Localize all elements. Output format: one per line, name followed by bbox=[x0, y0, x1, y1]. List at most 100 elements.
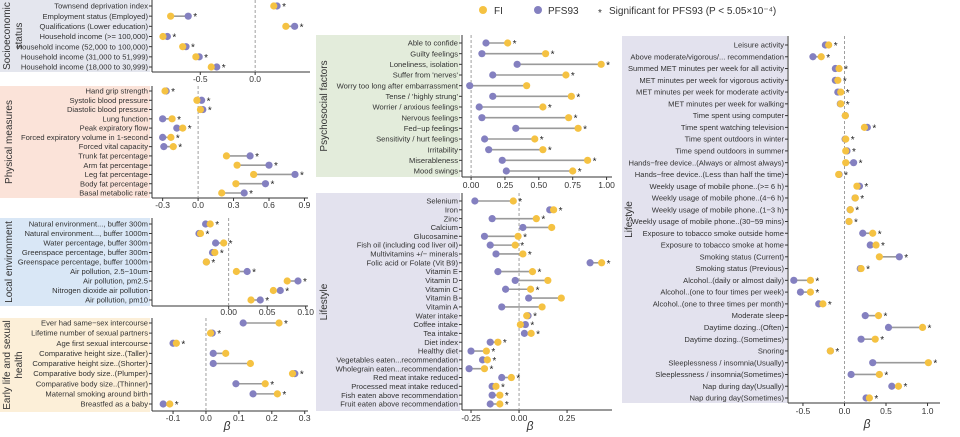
row-label: Lifetime number of sexual partners bbox=[31, 329, 148, 338]
fi-point bbox=[261, 380, 269, 388]
x-tick-label: 1.00 bbox=[598, 180, 615, 190]
fi-point bbox=[222, 152, 231, 160]
fi-point bbox=[918, 323, 927, 331]
row-label: Daytime dozing..(Sometimes) bbox=[684, 335, 784, 344]
row-label: Time spent using computer bbox=[693, 111, 785, 120]
row-label: Coffee intake bbox=[413, 320, 458, 329]
fi-point bbox=[519, 250, 527, 258]
pfs93-point bbox=[888, 382, 896, 390]
pfs93-point bbox=[859, 229, 867, 237]
x-tick-label: -0.5 bbox=[193, 74, 208, 84]
fi-point bbox=[220, 239, 228, 247]
row-label: Fish oil (including cod liver oil) bbox=[357, 241, 459, 250]
row-label: Exposure to tobacco smoke at home bbox=[661, 241, 784, 250]
row-label: MET minutes per week for moderate activi… bbox=[636, 88, 784, 97]
fi-point bbox=[532, 215, 540, 223]
row-label: Fish eaten above recommendation bbox=[341, 391, 458, 400]
pfs93-point bbox=[466, 82, 474, 90]
significance-star: * bbox=[501, 382, 505, 393]
fi-point bbox=[837, 88, 845, 96]
fi-point bbox=[834, 76, 842, 84]
legend-star-symbol: * bbox=[598, 8, 602, 19]
fi-point bbox=[539, 146, 547, 154]
row-label: Zinc bbox=[444, 214, 459, 223]
pfs93-point bbox=[159, 133, 167, 141]
significance-star: * bbox=[492, 356, 496, 367]
row-label: MET minutes per week for walking bbox=[668, 99, 784, 108]
row-label: Moderate sleep bbox=[732, 311, 784, 320]
significance-star: * bbox=[583, 124, 587, 135]
pfs93-point bbox=[884, 323, 893, 331]
fi-point bbox=[924, 359, 932, 367]
significance-star: * bbox=[255, 152, 259, 163]
row-label: Multivitamins +/− minerals bbox=[370, 250, 458, 259]
row-label: Diastolic blood pressure bbox=[67, 105, 148, 114]
fi-point bbox=[167, 12, 175, 20]
row-label: Sensitivity / hurt feelings bbox=[376, 135, 458, 144]
row-label: Peak expiratory flow bbox=[80, 124, 149, 133]
row-label: Breastfed as a baby bbox=[80, 400, 148, 409]
significance-star: * bbox=[828, 300, 832, 311]
row-label: Time spent outdoors in winter bbox=[685, 135, 785, 144]
significance-star: * bbox=[881, 241, 885, 252]
fi-point bbox=[166, 400, 174, 408]
panel-background bbox=[0, 318, 150, 412]
x-tick-label: 0.10 bbox=[297, 307, 314, 317]
significance-star: * bbox=[523, 232, 527, 243]
legend-pfs93-swatch bbox=[534, 6, 542, 14]
row-label: Forced expiratory volume in 1-second bbox=[21, 133, 148, 142]
row-label: Air pollution, pm10 bbox=[85, 296, 148, 305]
x-axis-label: β bbox=[863, 417, 871, 431]
fi-point bbox=[842, 159, 850, 167]
row-label: Air pollution, pm2.5 bbox=[83, 277, 148, 286]
significance-star: * bbox=[559, 206, 563, 217]
pfs93-point bbox=[488, 215, 496, 223]
fi-point bbox=[846, 206, 854, 214]
significance-star: * bbox=[815, 288, 819, 299]
x-tick-label: 0.0 bbox=[249, 74, 261, 84]
significance-star: * bbox=[220, 249, 224, 260]
fi-point bbox=[516, 320, 524, 329]
x-tick-label: -0.25 bbox=[461, 413, 481, 423]
significance-star: * bbox=[206, 230, 210, 241]
pfs93-point bbox=[492, 250, 500, 258]
fi-point bbox=[492, 382, 500, 390]
row-label: Able to confide bbox=[408, 39, 458, 48]
row-label: Vitamin B bbox=[426, 294, 458, 303]
fi-point bbox=[574, 124, 582, 132]
row-label: Vegetables eaten...recommendation bbox=[336, 355, 458, 364]
fi-point bbox=[826, 347, 834, 355]
fi-point bbox=[845, 217, 853, 226]
fi-point bbox=[557, 294, 565, 302]
row-label: Smoking status (Current) bbox=[700, 252, 785, 261]
x-tick-label: 0.1 bbox=[233, 413, 245, 423]
fi-point bbox=[192, 53, 200, 61]
fi-point bbox=[523, 82, 531, 90]
pfs93-point bbox=[243, 267, 251, 276]
row-label: Arm fat percentage bbox=[83, 161, 148, 170]
legend-significance-label: Significant for PFS93 (P < 5.05×10⁻⁴) bbox=[609, 6, 776, 17]
x-tick-label: 0.00 bbox=[463, 180, 480, 190]
significance-star: * bbox=[606, 60, 610, 71]
pfs93-point bbox=[489, 71, 497, 79]
row-label: Comparative body size..(Thinner) bbox=[36, 379, 149, 388]
fi-point bbox=[567, 92, 575, 100]
fi-point bbox=[246, 359, 255, 368]
pfs93-point bbox=[489, 92, 497, 100]
pfs93-point bbox=[498, 303, 506, 311]
significance-star: * bbox=[533, 312, 537, 323]
fi-point bbox=[835, 170, 843, 179]
fi-point bbox=[562, 71, 570, 79]
x-tick-label: -0.1 bbox=[166, 413, 181, 423]
significance-star: * bbox=[208, 106, 212, 117]
pfs93-point bbox=[502, 167, 510, 175]
pfs93-point bbox=[486, 400, 494, 408]
row-label: Comparative body size..(Plumper) bbox=[33, 369, 148, 378]
row-label: Nap during day(Sometimes) bbox=[689, 394, 784, 403]
pfs93-point bbox=[513, 60, 521, 68]
fi-point bbox=[232, 267, 240, 276]
x-tick-label: 0.25 bbox=[559, 413, 576, 423]
significance-star: * bbox=[229, 239, 233, 250]
significance-star: * bbox=[576, 92, 580, 103]
significance-star: * bbox=[826, 53, 830, 64]
